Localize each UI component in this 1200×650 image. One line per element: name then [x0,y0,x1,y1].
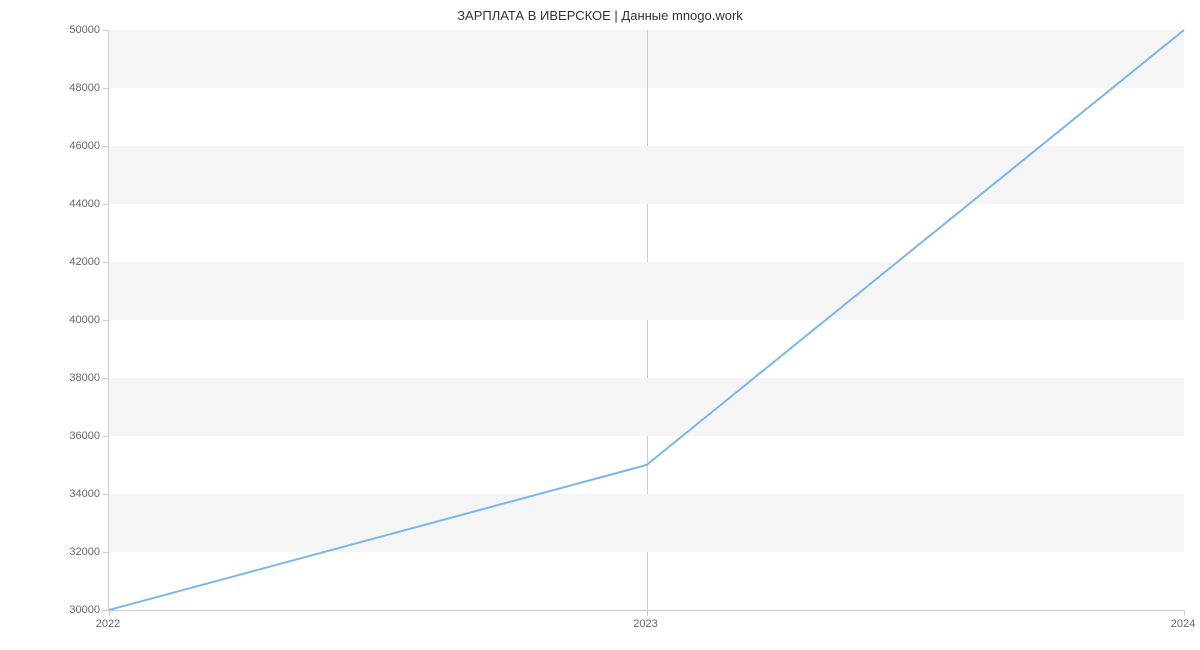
x-tick [647,610,648,616]
y-axis-label: 46000 [40,140,100,152]
y-axis-label: 44000 [40,198,100,210]
y-tick [103,146,109,147]
chart-title: ЗАРПЛАТА В ИВЕРСКОЕ | Данные mnogo.work [0,8,1200,23]
x-tick [109,610,110,616]
x-axis-label: 2022 [96,618,120,630]
y-tick [103,320,109,321]
chart-container: ЗАРПЛАТА В ИВЕРСКОЕ | Данные mnogo.work … [0,0,1200,650]
y-axis-label: 36000 [40,430,100,442]
line-series [109,30,1184,610]
y-axis-label: 40000 [40,314,100,326]
y-tick [103,262,109,263]
y-tick [103,30,109,31]
x-axis-label: 2024 [1171,618,1195,630]
y-axis-label: 34000 [40,488,100,500]
y-axis-label: 38000 [40,372,100,384]
y-tick [103,88,109,89]
y-axis-label: 32000 [40,546,100,558]
plot-area [108,30,1184,611]
x-axis-label: 2023 [633,618,657,630]
y-axis-label: 42000 [40,256,100,268]
y-tick [103,204,109,205]
y-tick [103,378,109,379]
y-axis-label: 48000 [40,82,100,94]
y-tick [103,494,109,495]
y-tick [103,552,109,553]
data-line [109,30,1184,610]
y-axis-label: 30000 [40,604,100,616]
y-tick [103,436,109,437]
y-axis-label: 50000 [40,24,100,36]
x-tick [1184,610,1185,616]
